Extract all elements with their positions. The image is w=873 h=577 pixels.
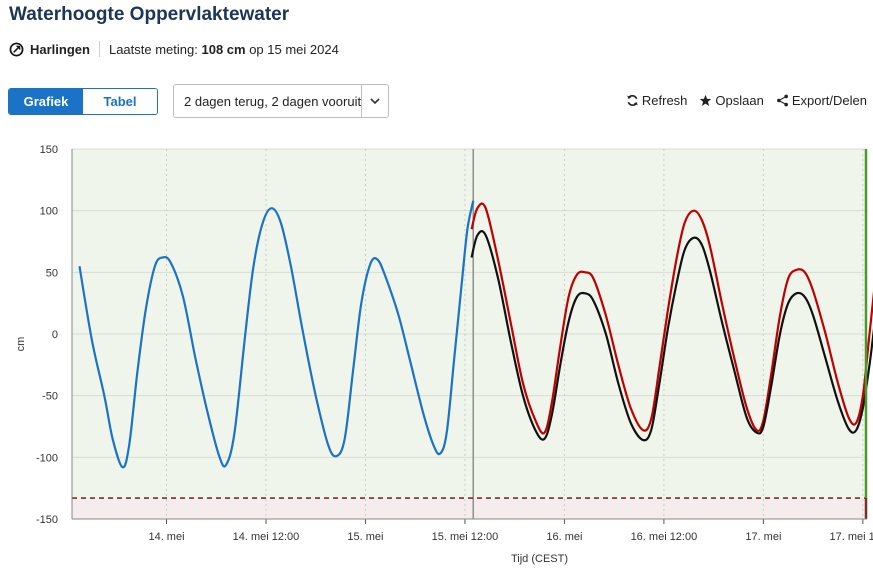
divider (98, 41, 100, 57)
series-line-forecast-upper (470, 202, 873, 435)
chart-actions: Refresh Opslaan Export/Delen (626, 93, 867, 108)
y-tick-label: 150 (40, 144, 58, 156)
page-title: Waterhoogte Oppervlaktewater (9, 4, 290, 25)
x-tick-label: 16. mei (546, 531, 582, 543)
low-range-area (72, 498, 867, 519)
y-tick-label: 50 (46, 267, 58, 279)
period-select-value: 2 dagen terug, 2 dagen vooruit (184, 93, 362, 109)
y-tick-label: 0 (52, 329, 58, 341)
refresh-icon (627, 95, 638, 106)
x-tick-label: 17. mei 12:00 (830, 531, 873, 543)
view-toggle: Grafiek Tabel (8, 88, 158, 115)
y-tick-label: -50 (42, 391, 58, 403)
location-name: Harlingen (30, 41, 90, 57)
station-info: Harlingen Laatste meting: 108 cm op 15 m… (9, 41, 339, 57)
water-level-chart: 150 100 50 0 -50 -100 -150 14. mei 14. mei 12:00… (15, 144, 873, 565)
y-axis-label: cm (15, 337, 27, 352)
export-button[interactable]: Export/Delen (776, 93, 867, 108)
y-tick-label: -150 (36, 514, 58, 526)
last-measurement-value: 108 cm (201, 41, 246, 57)
refresh-button[interactable]: Refresh (626, 93, 688, 108)
tab-table[interactable]: Tabel (83, 89, 157, 114)
x-tick-label: 14. mei 12:00 (233, 531, 300, 543)
share-icon (776, 94, 788, 107)
location-icon (9, 42, 24, 57)
normal-range-area (72, 149, 867, 499)
series-line-measured (78, 200, 475, 469)
tab-chart[interactable]: Grafiek (9, 89, 83, 114)
x-tick-label: 15. mei (347, 531, 383, 543)
x-tick-label: 15. mei 12:00 (432, 531, 499, 543)
y-tick-label: 100 (40, 206, 58, 218)
x-axis-label: Tijd (CEST) (511, 553, 568, 565)
star-icon (700, 94, 712, 107)
chevron-down-icon[interactable] (361, 85, 388, 117)
series-line-forecast-lower (470, 230, 873, 442)
x-tick-label: 14. mei (148, 531, 184, 543)
y-tick-label: -100 (36, 452, 58, 464)
save-button[interactable]: Opslaan (699, 93, 764, 108)
period-select[interactable]: 2 dagen terug, 2 dagen vooruit (173, 84, 389, 118)
last-measurement-date: op 15 mei 2024 (249, 41, 339, 57)
export-label: Export/Delen (791, 93, 867, 108)
x-tick-label: 16. mei 12:00 (631, 531, 698, 543)
last-measurement-label: Laatste meting: (108, 41, 198, 57)
x-tick-label: 17. mei (745, 531, 781, 543)
refresh-label: Refresh (641, 93, 688, 108)
save-label: Opslaan (715, 93, 764, 108)
